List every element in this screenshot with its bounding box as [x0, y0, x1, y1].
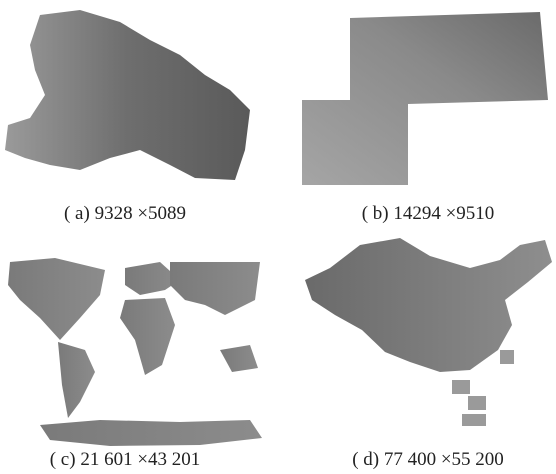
map-d — [305, 238, 552, 372]
map-c — [8, 258, 262, 446]
caption-label: ( c) — [50, 449, 76, 470]
caption: ( b) 14294 ×9510 — [362, 203, 495, 224]
caption: ( a) 9328 ×5089 — [64, 203, 186, 224]
caption-text: 14294 ×9510 — [393, 203, 494, 224]
caption-text: 21 601 ×43 201 — [80, 449, 200, 470]
caption-label: ( b) — [362, 203, 389, 224]
map-b — [302, 12, 548, 185]
caption-text: 77 400 ×55 200 — [384, 449, 504, 470]
caption-label: ( a) — [64, 203, 90, 224]
caption: ( d) 77 400 ×55 200 — [352, 449, 504, 470]
caption-label: ( d) — [352, 449, 379, 470]
caption: ( c) 21 601 ×43 201 — [50, 449, 201, 470]
map-a — [5, 10, 250, 180]
caption-text: 9328 ×5089 — [95, 203, 186, 224]
figure: ( a) 9328 ×5089 ( b) 14294 ×9510 ( c) 21… — [0, 0, 556, 474]
